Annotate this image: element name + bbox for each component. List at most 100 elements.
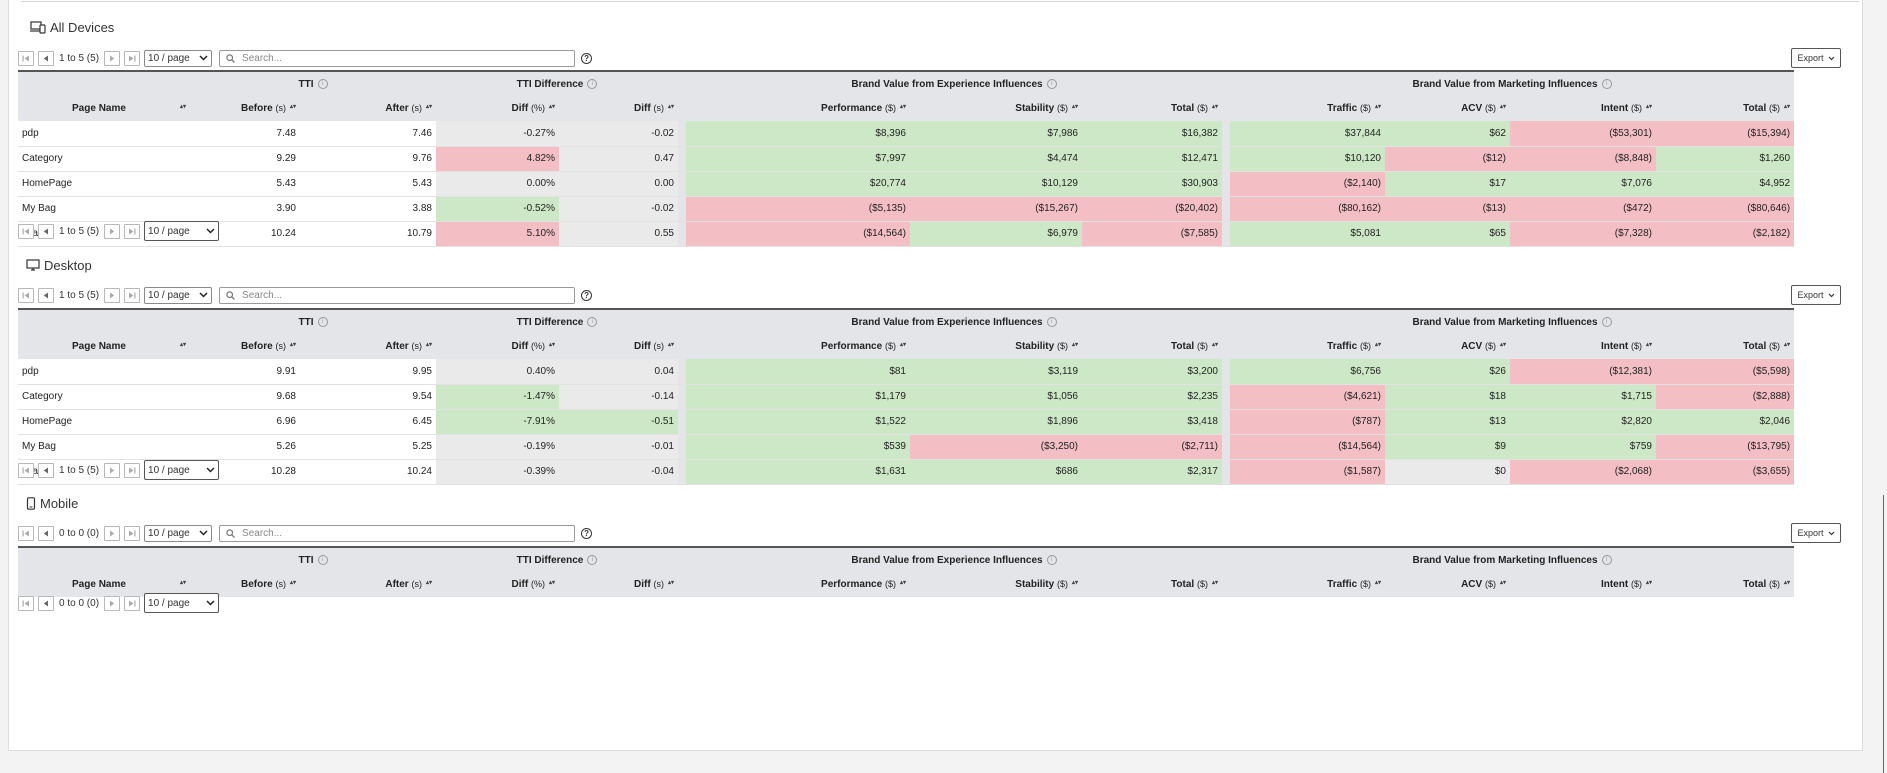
column-header-total-exp[interactable]: Total ($) ▴▾ [1171, 103, 1218, 114]
sort-icon[interactable]: ▴▾ [289, 342, 296, 348]
sort-icon[interactable]: ▴▾ [1211, 104, 1218, 110]
column-header-page-name[interactable]: Page Name ▴▾ [72, 103, 186, 114]
info-icon[interactable]: i [317, 316, 328, 327]
column-header-traffic[interactable]: Traffic ($) ▴▾ [1327, 579, 1381, 590]
column-header-diff-pct[interactable]: Diff (%) ▴▾ [511, 579, 555, 590]
help-icon[interactable]: ? [581, 289, 593, 301]
column-header-performance[interactable]: Performance ($) ▴▾ [821, 103, 906, 114]
sort-icon[interactable]: ▴▾ [667, 342, 674, 348]
info-icon[interactable]: i [1601, 554, 1612, 565]
help-icon[interactable]: ? [581, 527, 593, 539]
sort-icon[interactable]: ▴▾ [1374, 342, 1381, 348]
info-icon[interactable]: i [317, 78, 328, 89]
sort-icon[interactable]: ▴▾ [1499, 104, 1506, 110]
page-size-select[interactable]: 10 / page [144, 460, 220, 480]
column-header-before[interactable]: Before (s) ▴▾ [241, 341, 296, 352]
column-header-after[interactable]: After (s) ▴▾ [385, 341, 432, 352]
first-page-button[interactable] [18, 50, 34, 66]
first-page-button[interactable] [18, 287, 34, 303]
sort-icon[interactable]: ▴▾ [425, 104, 432, 110]
page-size-select[interactable]: 10 / page [144, 221, 220, 241]
column-header-acv[interactable]: ACV ($) ▴▾ [1461, 579, 1506, 590]
sort-icon[interactable]: ▴▾ [1071, 580, 1078, 586]
sort-icon[interactable]: ▴▾ [179, 580, 186, 586]
export-button[interactable]: Export [1791, 285, 1841, 305]
column-header-intent[interactable]: Intent ($) ▴▾ [1600, 341, 1652, 352]
info-icon[interactable]: i [317, 554, 328, 565]
sort-icon[interactable]: ▴▾ [1784, 580, 1791, 586]
next-page-button[interactable] [104, 223, 121, 239]
info-icon[interactable]: i [587, 78, 598, 89]
sort-icon[interactable]: ▴▾ [1374, 580, 1381, 586]
sort-icon[interactable]: ▴▾ [1645, 580, 1652, 586]
column-header-diff-s[interactable]: Diff (s) ▴▾ [634, 341, 674, 352]
sort-icon[interactable]: ▴▾ [1499, 580, 1506, 586]
page-size-select[interactable]: 10 / page [144, 49, 213, 67]
next-page-button[interactable] [104, 462, 121, 478]
page-size-select[interactable]: 10 / page [144, 524, 213, 542]
last-page-button[interactable] [124, 462, 141, 478]
sort-icon[interactable]: ▴▾ [899, 104, 906, 110]
info-icon[interactable]: i [1046, 316, 1057, 327]
info-icon[interactable]: i [1046, 554, 1057, 565]
info-icon[interactable]: i [1046, 78, 1057, 89]
info-icon[interactable]: i [1601, 78, 1612, 89]
search-input[interactable]: Search... [219, 524, 576, 542]
last-page-button[interactable] [124, 287, 141, 303]
column-header-diff-pct[interactable]: Diff (%) ▴▾ [511, 341, 555, 352]
next-page-button[interactable] [104, 287, 121, 303]
next-page-button[interactable] [104, 595, 121, 611]
prev-page-button[interactable] [38, 50, 54, 66]
sort-icon[interactable]: ▴▾ [425, 580, 432, 586]
column-header-page-name[interactable]: Page Name ▴▾ [72, 579, 186, 590]
first-page-button[interactable] [18, 223, 34, 239]
export-button[interactable]: Export [1791, 48, 1841, 68]
sort-icon[interactable]: ▴▾ [1071, 342, 1078, 348]
prev-page-button[interactable] [38, 462, 54, 478]
column-header-intent[interactable]: Intent ($) ▴▾ [1600, 103, 1652, 114]
column-header-total-exp[interactable]: Total ($) ▴▾ [1171, 341, 1218, 352]
sort-icon[interactable]: ▴▾ [179, 342, 186, 348]
sort-icon[interactable]: ▴▾ [1211, 580, 1218, 586]
column-header-after[interactable]: After (s) ▴▾ [385, 579, 432, 590]
first-page-button[interactable] [18, 595, 34, 611]
sort-icon[interactable]: ▴▾ [289, 580, 296, 586]
page-size-select[interactable]: 10 / page [144, 286, 213, 304]
sort-icon[interactable]: ▴▾ [899, 342, 906, 348]
column-header-diff-s[interactable]: Diff (s) ▴▾ [634, 103, 674, 114]
prev-page-button[interactable] [38, 287, 54, 303]
column-header-performance[interactable]: Performance ($) ▴▾ [821, 341, 906, 352]
export-button[interactable]: Export [1791, 523, 1841, 543]
sort-icon[interactable]: ▴▾ [1645, 342, 1652, 348]
sort-icon[interactable]: ▴▾ [1499, 342, 1506, 348]
column-header-before[interactable]: Before (s) ▴▾ [241, 579, 296, 590]
column-header-before[interactable]: Before (s) ▴▾ [241, 103, 296, 114]
column-header-total-mkt[interactable]: Total ($) ▴▾ [1743, 103, 1791, 114]
sort-icon[interactable]: ▴▾ [667, 104, 674, 110]
prev-page-button[interactable] [38, 595, 54, 611]
sort-icon[interactable]: ▴▾ [1784, 342, 1791, 348]
sort-icon[interactable]: ▴▾ [548, 104, 555, 110]
sort-icon[interactable]: ▴▾ [425, 342, 432, 348]
sort-icon[interactable]: ▴▾ [667, 580, 674, 586]
next-page-button[interactable] [104, 50, 121, 66]
first-page-button[interactable] [18, 525, 34, 541]
last-page-button[interactable] [124, 525, 141, 541]
column-header-page-name[interactable]: Page Name ▴▾ [72, 341, 186, 352]
next-page-button[interactable] [104, 525, 121, 541]
column-header-diff-s[interactable]: Diff (s) ▴▾ [634, 579, 674, 590]
last-page-button[interactable] [124, 50, 141, 66]
column-header-performance[interactable]: Performance ($) ▴▾ [821, 579, 906, 590]
sort-icon[interactable]: ▴▾ [1071, 104, 1078, 110]
sort-icon[interactable]: ▴▾ [1645, 104, 1652, 110]
column-header-after[interactable]: After (s) ▴▾ [385, 103, 432, 114]
sort-icon[interactable]: ▴▾ [548, 342, 555, 348]
search-input[interactable]: Search... [219, 286, 576, 304]
info-icon[interactable]: i [587, 316, 598, 327]
prev-page-button[interactable] [38, 525, 54, 541]
sort-icon[interactable]: ▴▾ [1211, 342, 1218, 348]
sort-icon[interactable]: ▴▾ [548, 580, 555, 586]
last-page-button[interactable] [124, 595, 141, 611]
column-header-traffic[interactable]: Traffic ($) ▴▾ [1327, 341, 1381, 352]
sort-icon[interactable]: ▴▾ [899, 580, 906, 586]
